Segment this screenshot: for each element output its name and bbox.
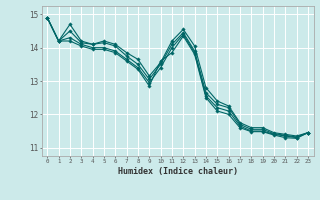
X-axis label: Humidex (Indice chaleur): Humidex (Indice chaleur) [118,167,237,176]
